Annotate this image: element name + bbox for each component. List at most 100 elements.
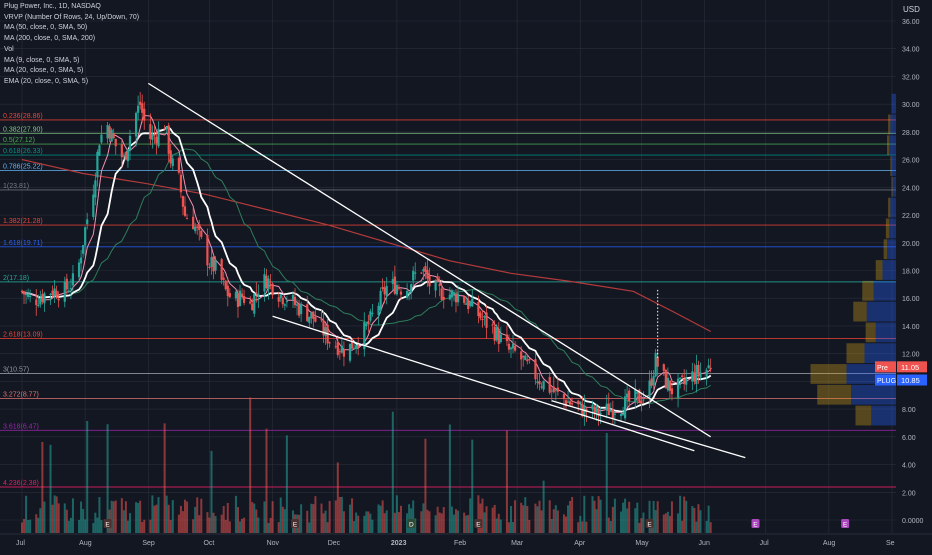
fib-level-label: 2(17.18) [3,275,29,282]
legend-ma200[interactable]: MA (200, close, 0, SMA, 200) [4,35,96,43]
price-tag-label: Pre [877,365,888,372]
volume-bar [214,516,217,533]
candle-body [363,322,366,350]
volume-bar [320,503,323,533]
time-axis-tick: Sep [142,540,155,547]
volume-bar [241,518,244,533]
candle-body [414,272,417,274]
candle-body [183,206,187,216]
candle-body [285,301,288,303]
currency-label: USD [903,5,920,14]
volume-bar [314,496,317,533]
legend-vol[interactable]: Vol [4,45,14,53]
volume-bar [642,512,645,533]
candle-body [263,274,266,292]
candle-body [35,299,38,306]
volume-bar [298,514,301,533]
candle-body [638,389,641,403]
volume-bar [65,509,68,533]
volume-bar [171,500,174,533]
volume-bar [120,498,123,533]
volume-bar [605,433,608,533]
candle-body [448,294,451,300]
candle-body [511,344,515,349]
candle-body [613,413,617,415]
candle-body [128,135,132,151]
legend-ma9[interactable]: MA (9, close, 0, SMA, 5) [4,56,80,64]
volume-bar [448,424,451,533]
price-axis-tick: 32.00 [902,74,920,81]
volume-bar [685,500,688,533]
volume-bar [414,518,417,533]
candle-body [526,359,529,362]
vrvp-bar-down [882,260,896,280]
candle-body [281,297,284,305]
vrvp-bar-up [817,384,851,405]
candle-body [29,295,32,297]
ma200-line [21,159,711,333]
price-axis-tick: 12.00 [902,352,920,359]
candle-body [106,125,109,139]
volume-bar [310,503,313,533]
volume-bar [626,508,629,533]
volume-bar [483,512,486,533]
time-axis-tick: 2023 [391,540,407,547]
volume-bar [80,501,83,533]
candle-body [377,305,380,315]
volume-bar [709,522,712,533]
time-axis-tick: Aug [79,540,92,547]
volume-bar [181,511,184,533]
legend-vrvp[interactable]: VRVP (Number Of Rows, 24, Up/Down, 70) [4,13,140,21]
volume-bar [114,500,117,533]
volume-bar [135,502,138,533]
candle-body [668,380,672,391]
volume-bar [622,502,625,533]
volume-bar [71,498,74,533]
vrvp-bar-down [851,384,896,405]
candle-body [556,387,559,392]
legend-ma50[interactable]: MA (50, close, 0, SMA, 50) [4,24,88,32]
candle-body [165,126,168,130]
dividend-marker: D [409,522,414,529]
volume-bar [51,504,54,533]
volume-bar [583,495,586,533]
candle-body [367,321,370,324]
volume-bar [613,498,616,533]
legend-ema20[interactable]: EMA (20, close, 0, SMA, 5) [4,77,89,85]
candle-body [564,400,568,407]
volume-bar [43,501,46,533]
vrvp-bar-down [892,176,896,197]
vrvp-bar-up [885,218,890,239]
candle-body [607,403,610,416]
legend-ma20[interactable]: MA (20, close, 0, SMA, 5) [4,67,84,75]
volume-bar [379,505,382,533]
volume-bar [94,512,97,533]
candle-body [98,145,101,156]
candle-body [291,294,295,300]
volume-bar [554,505,557,533]
candle-body [348,343,352,361]
price-tag-value: 11.05 [901,363,919,372]
volume-bar [179,505,182,533]
candle-body [493,326,496,341]
volume-bar [257,517,260,533]
chart-title[interactable]: Plug Power, Inc., 1D, NASDAQ [4,3,101,10]
candle-body [709,367,712,370]
earnings-marker: E [476,522,481,529]
candle-body [691,371,694,382]
volume-bar [137,502,140,533]
candle-body [440,288,443,300]
volume-bar [186,501,189,533]
candle-body [257,293,260,298]
fib-level-label: 3.272(8.77) [3,391,39,398]
volume-bar [222,506,225,533]
upper-trendline [147,82,712,438]
candle-body [513,346,517,351]
volume-bar [357,515,360,533]
candle-body [681,375,684,377]
earnings-marker-bg [291,519,300,528]
candle-body [234,292,238,299]
volume-bar [306,510,309,533]
